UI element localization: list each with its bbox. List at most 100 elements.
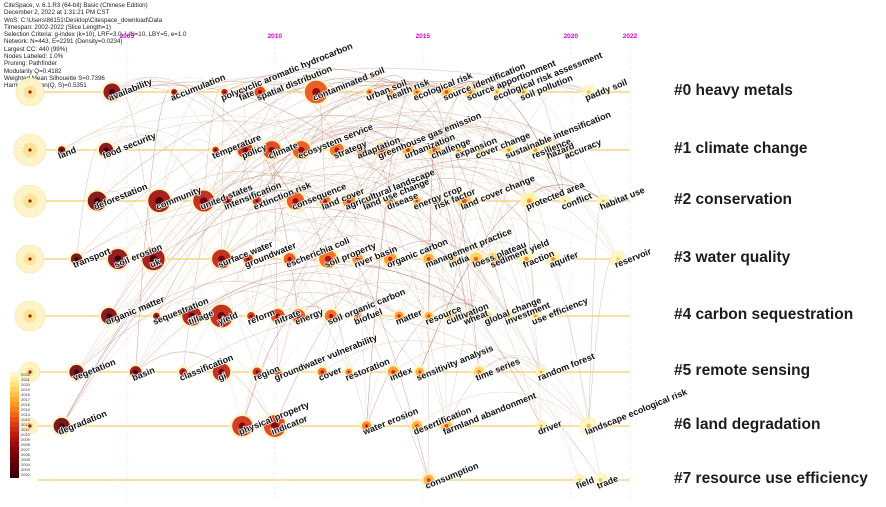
keyword-node bbox=[522, 90, 525, 94]
keyword-node bbox=[586, 423, 591, 429]
keyword-node bbox=[547, 147, 553, 153]
keyword-node bbox=[172, 90, 176, 94]
summary-line: December 2, 2022 at 1:31:21 PM CST bbox=[4, 9, 110, 17]
cluster-origin-center bbox=[28, 90, 32, 94]
legend-swatch bbox=[10, 442, 19, 448]
citation-link bbox=[105, 134, 204, 202]
citation-link bbox=[348, 193, 447, 427]
legend-year: 2017 bbox=[21, 397, 30, 402]
legend-swatch bbox=[10, 467, 19, 473]
citation-link bbox=[221, 227, 450, 317]
keyword-node bbox=[258, 90, 262, 94]
legend-year: 2004 bbox=[21, 462, 30, 467]
citation-link bbox=[256, 111, 536, 202]
citation-link bbox=[428, 181, 566, 260]
citation-link bbox=[221, 83, 447, 260]
citation-link bbox=[428, 176, 604, 260]
citation-link bbox=[416, 80, 566, 202]
citation-link bbox=[111, 87, 429, 481]
citation-link bbox=[61, 219, 453, 427]
legend-swatch bbox=[10, 407, 19, 413]
cluster-origin-center bbox=[28, 424, 32, 428]
citation-link bbox=[221, 216, 453, 260]
keyword-node bbox=[550, 256, 556, 262]
citation-link bbox=[366, 166, 619, 260]
keyword-node bbox=[214, 148, 217, 152]
citation-link bbox=[416, 391, 589, 427]
cluster-label: #7 resource use efficiency bbox=[674, 470, 868, 487]
keyword-node bbox=[225, 199, 230, 203]
keyword-node bbox=[491, 256, 496, 262]
summary-line: Timespan: 2002-2022 (Slice Length=1) bbox=[4, 23, 111, 31]
keyword-node bbox=[347, 370, 350, 374]
keyword-node bbox=[533, 314, 537, 318]
citation-link bbox=[259, 80, 438, 202]
keyword-node bbox=[444, 90, 449, 94]
keyword-node bbox=[242, 147, 248, 153]
legend-swatch bbox=[10, 422, 19, 428]
keyword-node bbox=[507, 314, 510, 318]
summary-line: Harmonic Mean(Q, S)=0.5351 bbox=[4, 82, 87, 90]
citation-link bbox=[105, 77, 225, 151]
summary-line: Pruning: Pathfinder bbox=[4, 60, 57, 68]
keyword-node bbox=[238, 422, 246, 430]
citation-link bbox=[298, 282, 468, 317]
cluster-label: #0 heavy metals bbox=[674, 82, 793, 99]
citation-link bbox=[419, 184, 604, 373]
citation-link bbox=[111, 77, 246, 151]
citation-link bbox=[446, 357, 542, 427]
citation-link bbox=[369, 84, 468, 317]
keyword-node bbox=[477, 148, 481, 152]
keyword-node bbox=[320, 370, 324, 374]
citation-link bbox=[182, 316, 589, 427]
summary-line: CiteSpace, v. 6.1.R3 (64-bit) Basic (Chi… bbox=[4, 2, 148, 9]
legend-year: 2020 bbox=[21, 382, 30, 387]
citation-link bbox=[156, 182, 326, 317]
keyword-label: paddy soil bbox=[584, 77, 629, 103]
keyword-node bbox=[426, 478, 431, 482]
keyword-node bbox=[255, 370, 259, 374]
keyword-node bbox=[415, 90, 419, 94]
citation-link bbox=[76, 208, 601, 481]
citation-link bbox=[360, 137, 477, 260]
keyword-node bbox=[533, 148, 538, 152]
keyword-node bbox=[249, 314, 253, 318]
keyword-node bbox=[324, 255, 332, 263]
citation-link bbox=[117, 157, 438, 260]
citation-link bbox=[398, 84, 589, 317]
legend-year: 2005 bbox=[21, 457, 30, 462]
citation-link bbox=[256, 127, 409, 202]
keyword-node bbox=[155, 314, 158, 318]
keyword-node bbox=[217, 312, 226, 320]
keyword-node bbox=[355, 257, 360, 261]
summary-line: Largest CC: 440 (99%) bbox=[4, 45, 68, 53]
citation-link bbox=[256, 189, 429, 481]
legend-year: 2014 bbox=[21, 412, 30, 417]
legend-swatch bbox=[10, 462, 19, 468]
keyword-node bbox=[58, 423, 65, 429]
citation-link bbox=[419, 184, 604, 373]
citation-link bbox=[529, 187, 619, 260]
keyword-node bbox=[387, 256, 393, 262]
legend-swatch bbox=[10, 417, 19, 423]
keyword-node bbox=[468, 90, 473, 94]
citation-link bbox=[156, 175, 391, 317]
citation-link bbox=[241, 305, 332, 427]
citation-link bbox=[526, 253, 589, 427]
keyword-node bbox=[246, 257, 250, 261]
citation-link bbox=[274, 240, 477, 427]
legend-swatch bbox=[10, 392, 19, 398]
keyword-node bbox=[155, 197, 164, 205]
citation-link bbox=[295, 182, 468, 317]
keyword-node bbox=[114, 255, 122, 263]
citation-link bbox=[437, 191, 542, 373]
citation-link bbox=[298, 291, 400, 317]
citation-link bbox=[277, 173, 530, 317]
legend-year: 2007 bbox=[21, 447, 30, 452]
year-label: 2005 bbox=[120, 33, 135, 40]
keyword-node bbox=[60, 148, 64, 152]
legend-year: 2009 bbox=[21, 437, 30, 442]
keyword-node bbox=[391, 370, 396, 374]
citation-link bbox=[61, 127, 480, 427]
